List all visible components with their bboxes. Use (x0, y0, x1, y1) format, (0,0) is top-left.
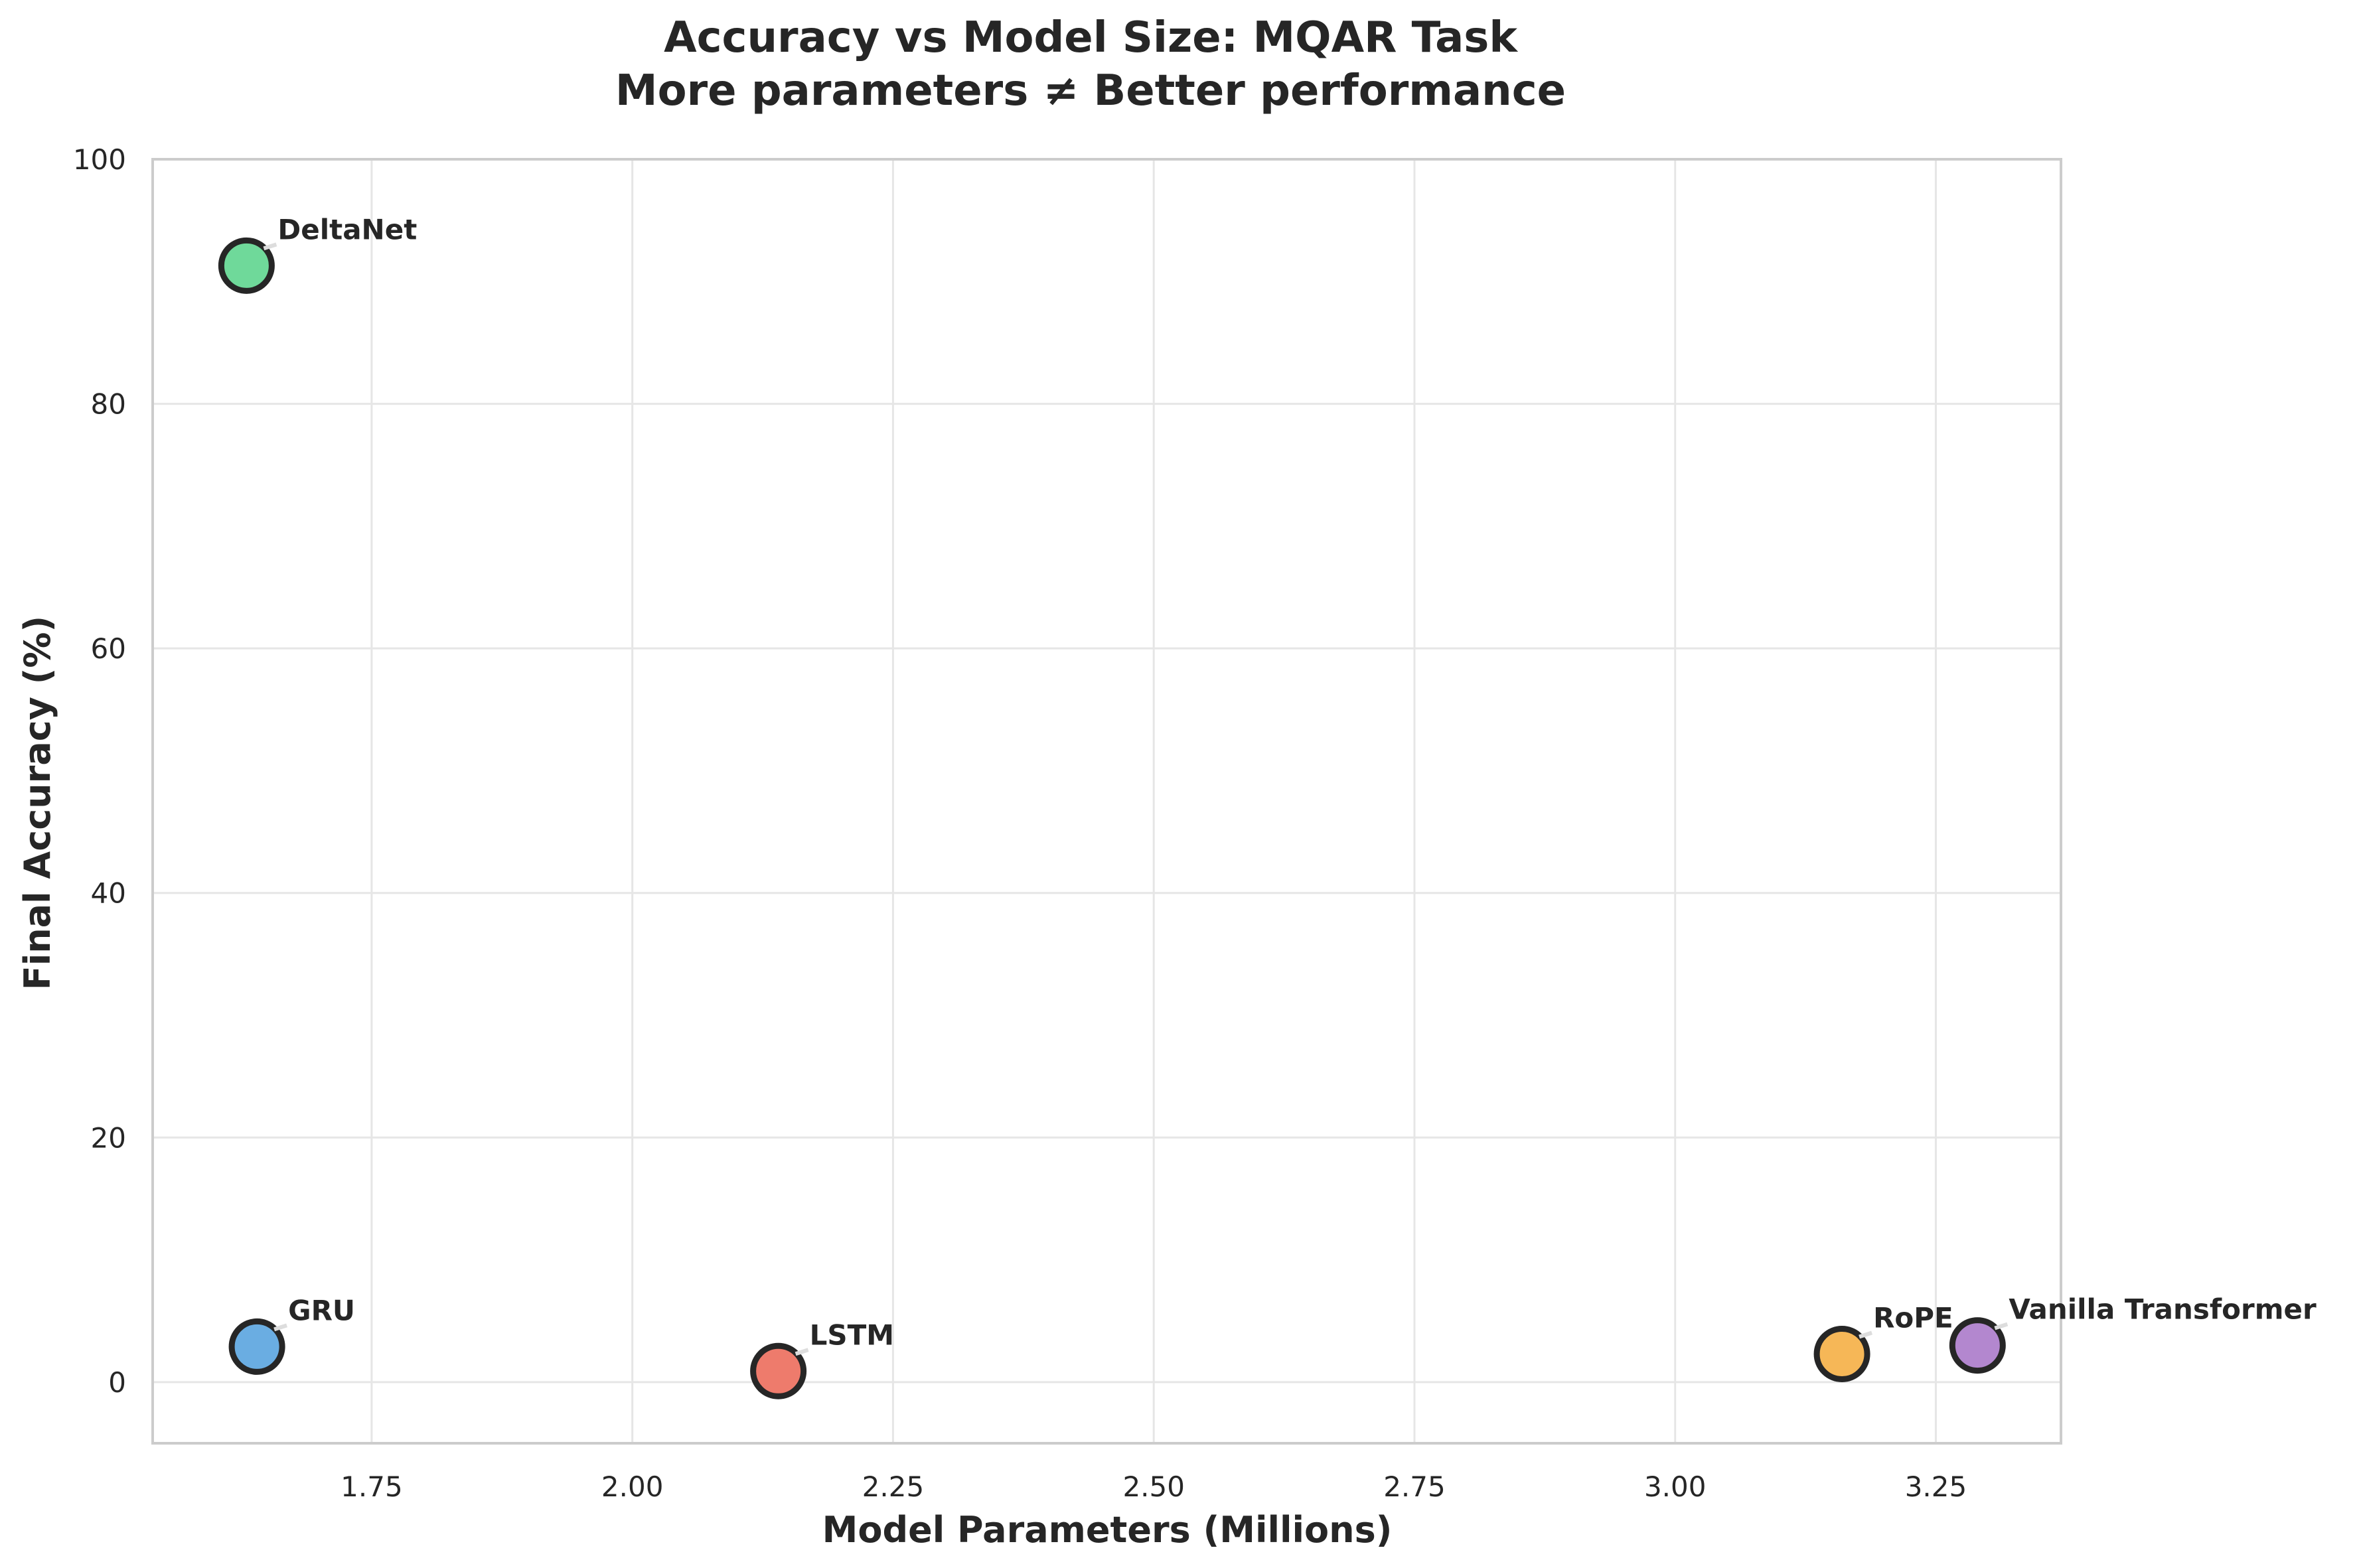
point-labels: DeltaNet GRU LSTM RoPE Vanilla Transformer (263, 213, 2317, 1356)
point-label: Vanilla Transformer (2009, 1293, 2317, 1326)
y-tick-label: 0 (108, 1366, 126, 1399)
y-tick-label: 80 (91, 388, 126, 421)
x-tick-label: 1.75 (341, 1470, 403, 1503)
chart-title: Accuracy vs Model Size: MQAR Task (664, 13, 1518, 62)
data-point-lstm (750, 1342, 807, 1399)
x-axis-label: Model Parameters (Millions) (822, 1509, 1393, 1551)
chart-subtitle: More parameters ≠ Better performance (615, 66, 1566, 115)
x-tick-label: 2.25 (862, 1470, 925, 1503)
point-label: DeltaNet (277, 213, 417, 246)
x-tick-label: 2.75 (1383, 1470, 1446, 1503)
label-connector (273, 1323, 288, 1332)
y-tick-label: 40 (91, 877, 126, 910)
data-points (218, 237, 2006, 1399)
point-label: GRU (288, 1294, 355, 1326)
plot-frame (151, 158, 2062, 1445)
label-connector (795, 1348, 809, 1356)
y-tick-label: 100 (73, 143, 126, 176)
y-axis-label: Final Accuracy (%) (17, 616, 58, 990)
x-tick-label: 2.00 (601, 1470, 664, 1503)
x-tick-labels: 1.75 2.00 2.25 2.50 2.75 3.00 3.25 (341, 1470, 1967, 1503)
label-connector (1859, 1330, 1872, 1339)
data-point-gru (228, 1318, 285, 1375)
label-connector (263, 242, 277, 251)
data-point-deltanet (218, 237, 275, 294)
y-tick-labels: 0 20 40 60 80 100 (73, 143, 126, 1399)
grid (153, 158, 2061, 1443)
x-tick-label: 2.50 (1122, 1470, 1185, 1503)
label-connector (1994, 1322, 2009, 1330)
point-label: RoPE (1873, 1301, 1953, 1334)
x-tick-label: 3.25 (1905, 1470, 1967, 1503)
y-tick-label: 20 (91, 1121, 126, 1154)
data-point-vanilla-transformer (1949, 1317, 2006, 1374)
point-label: LSTM (810, 1319, 894, 1351)
x-tick-label: 3.00 (1644, 1470, 1707, 1503)
data-point-rope (1813, 1325, 1870, 1382)
y-tick-label: 60 (91, 632, 126, 665)
